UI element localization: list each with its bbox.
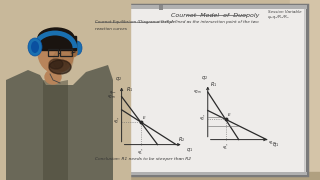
Text: Cournot Equilibrium (Diagramatically):: Cournot Equilibrium (Diagramatically):: [95, 20, 174, 24]
Bar: [0, 172, 320, 180]
Text: reaction curves: reaction curves: [95, 27, 126, 31]
Text: $E$: $E$: [227, 111, 232, 118]
Text: $q_1$: $q_1$: [272, 141, 279, 149]
Text: $R_2$: $R_2$: [178, 135, 185, 144]
Bar: [0, 0, 130, 180]
Text: It is defined as the intersection point of the two: It is defined as the intersection point …: [160, 20, 258, 24]
Text: $q_2^*$: $q_2^*$: [199, 114, 206, 125]
Polygon shape: [6, 65, 113, 180]
Bar: [38, 36, 76, 50]
Text: Session Variable: Session Variable: [268, 10, 302, 14]
Bar: [60, 49, 72, 56]
Bar: [92, 7, 309, 177]
Ellipse shape: [28, 38, 42, 56]
Bar: [92, 8, 304, 172]
Ellipse shape: [49, 60, 71, 74]
Bar: [290, 0, 320, 180]
Text: Cournot  Model  of  Duopoly: Cournot Model of Duopoly: [171, 13, 259, 18]
Polygon shape: [43, 80, 68, 180]
Text: $q_2^*$: $q_2^*$: [113, 117, 120, 127]
Text: $q_{1m}$: $q_{1m}$: [268, 140, 276, 147]
Text: $R_1$: $R_1$: [210, 80, 217, 89]
Bar: [159, 5, 163, 10]
Text: $q_2$: $q_2$: [201, 74, 208, 82]
Ellipse shape: [31, 41, 39, 53]
Text: $q_2$: $q_2$: [115, 75, 122, 83]
Bar: [90, 5, 307, 9]
Bar: [48, 49, 58, 56]
Text: $q_{2m}$: $q_{2m}$: [193, 88, 202, 96]
Text: $R_1$: $R_1$: [125, 85, 133, 94]
Bar: [90, 5, 307, 175]
Ellipse shape: [38, 31, 74, 73]
Text: $q_1^*$: $q_1^*$: [222, 142, 229, 153]
Text: $q_1$: $q_1$: [186, 146, 193, 154]
Bar: [90, 172, 307, 175]
Ellipse shape: [71, 48, 77, 57]
Text: Conclusion: R1 needs to be steeper than R2: Conclusion: R1 needs to be steeper than …: [95, 157, 191, 161]
Polygon shape: [62, 58, 68, 66]
Text: $E$: $E$: [142, 114, 147, 121]
Ellipse shape: [49, 59, 63, 69]
Ellipse shape: [38, 28, 74, 48]
Text: q₁,q₂/R₁/R₂: q₁,q₂/R₁/R₂: [268, 15, 290, 19]
Ellipse shape: [45, 70, 61, 84]
Text: $q_{2m}$: $q_{2m}$: [109, 89, 116, 96]
Ellipse shape: [72, 41, 82, 55]
Text: $q_1^*$: $q_1^*$: [137, 147, 144, 158]
Text: $q_{2m}$: $q_{2m}$: [107, 93, 116, 100]
Ellipse shape: [53, 49, 73, 71]
